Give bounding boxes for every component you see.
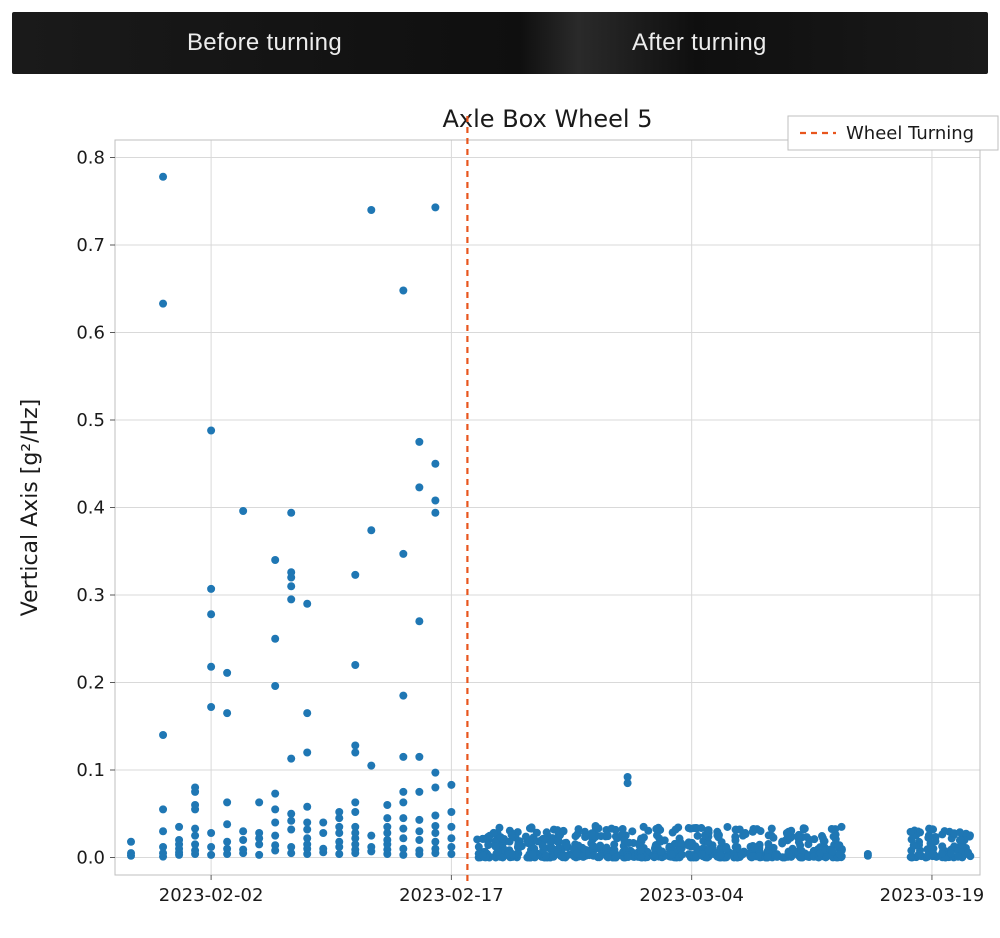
svg-text:2023-02-17: 2023-02-17 xyxy=(399,885,504,906)
svg-text:Wheel Turning: Wheel Turning xyxy=(846,123,974,144)
svg-text:0.3: 0.3 xyxy=(76,585,105,606)
svg-text:0.5: 0.5 xyxy=(76,410,105,431)
svg-text:Vertical Axis [g²/Hz]: Vertical Axis [g²/Hz] xyxy=(18,399,43,616)
svg-text:2023-03-19: 2023-03-19 xyxy=(880,885,985,906)
header-bar: Before turning After turning xyxy=(12,12,988,74)
svg-text:0.8: 0.8 xyxy=(76,148,105,169)
svg-text:0.1: 0.1 xyxy=(76,760,105,781)
svg-text:0.6: 0.6 xyxy=(76,323,105,344)
scatter-chart: 0.0 0.1 0.2 0.3 0.4 0.5 0.6 0.7 0.8 2023-02-02 202… xyxy=(0,100,1000,930)
svg-text:0.4: 0.4 xyxy=(76,498,105,519)
header-before-label: Before turning xyxy=(187,12,342,74)
header-after-label: After turning xyxy=(632,12,767,74)
svg-text:2023-02-02: 2023-02-02 xyxy=(159,885,264,906)
svg-text:0.0: 0.0 xyxy=(76,848,105,869)
svg-text:2023-03-04: 2023-03-04 xyxy=(639,885,744,906)
svg-text:Axle Box Wheel 5: Axle Box Wheel 5 xyxy=(443,105,653,133)
svg-text:0.7: 0.7 xyxy=(76,235,105,256)
svg-text:0.2: 0.2 xyxy=(76,673,105,694)
